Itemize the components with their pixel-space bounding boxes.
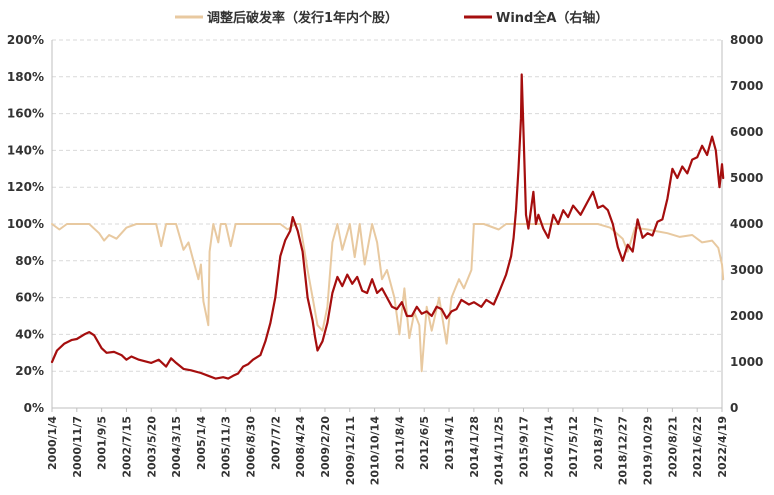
x-tick-label: 2008/4/24: [294, 416, 307, 478]
y-left-tick-label: 0%: [24, 401, 44, 415]
y-left-tick-label: 180%: [7, 70, 44, 84]
x-tick-label: 2017/5/12: [567, 416, 580, 478]
x-tick-label: 2009/2/20: [319, 416, 332, 478]
x-tick-label: 2018/3/7: [592, 416, 605, 470]
x-tick-label: 2011/8/4: [393, 416, 406, 470]
legend: 调整后破发率（发行1年内个股） Wind全A（右轴）: [175, 10, 608, 26]
x-tick-label: 2014/11/25: [493, 416, 506, 485]
legend-label-breakeven-rate: 调整后破发率（发行1年内个股）: [207, 10, 398, 26]
y-left-tick-label: 160%: [7, 107, 44, 121]
y-left-tick-label: 20%: [15, 364, 44, 378]
x-tick-label: 2010/10/14: [369, 416, 382, 486]
y-right-tick-label: 6000: [730, 125, 763, 139]
y-left-tick-label: 80%: [15, 254, 44, 268]
y-right-tick-label: 7000: [730, 79, 763, 93]
series-line-wind-all-a: [50, 73, 725, 380]
x-tick-label: 2006/8/30: [245, 416, 258, 478]
x-tick-label: 2005/11/3: [220, 416, 233, 478]
x-tick-label: 2022/4/19: [716, 416, 729, 478]
y-right-tick-label: 5000: [730, 171, 763, 185]
x-tick-label: 2019/10/29: [642, 416, 655, 485]
x-tick-label: 2003/5/20: [145, 416, 158, 478]
y-left-tick-label: 200%: [7, 33, 44, 47]
y-right-tick-label: 1000: [730, 355, 763, 369]
x-tick-label: 2014/1/28: [468, 416, 481, 478]
x-tick-label: 2016/7/14: [542, 416, 555, 478]
x-tick-label: 2021/6/22: [691, 416, 704, 478]
x-tick-label: 2000/11/7: [71, 416, 84, 478]
axes: 0% 20% 40% 60% 80% 100% 120% 140% 160% 180% 200% 0 1…: [7, 33, 763, 485]
y-left-tick-label: 60%: [15, 291, 44, 305]
x-tick-label: 2009/12/11: [344, 416, 357, 485]
x-tick-label: 2000/1/4: [46, 416, 59, 470]
y-right-tick-label: 3000: [730, 263, 763, 277]
y-left-tick-label: 120%: [7, 180, 44, 194]
x-tick-label: 2012/6/5: [418, 416, 431, 470]
x-tick-label: 2005/1/4: [195, 416, 208, 470]
grid: [52, 39, 722, 372]
x-tick-label: 2020/8/21: [666, 416, 679, 478]
series-layer: [50, 73, 725, 380]
y-left-tick-label: 140%: [7, 143, 44, 157]
x-tick-label: 2007/7/2: [269, 416, 282, 470]
y-right-tick-label: 8000: [730, 33, 763, 47]
y-right-tick-label: 0: [730, 401, 738, 415]
x-tick-label: 2015/9/17: [517, 416, 530, 478]
x-tick-label: 2013/4/1: [443, 416, 456, 470]
x-tick-label: 2004/3/15: [170, 416, 183, 478]
legend-label-wind-all-a: Wind全A（右轴）: [496, 10, 608, 26]
x-tick-label: 2001/9/5: [96, 416, 109, 470]
x-tick-label: 2002/7/15: [120, 416, 133, 478]
y-left-tick-label: 40%: [15, 327, 44, 341]
y-left-tick-label: 100%: [7, 217, 44, 231]
series-line-breakeven-rate: [51, 223, 725, 373]
y-right-tick-label: 2000: [730, 309, 763, 323]
y-right-tick-label: 4000: [730, 217, 763, 231]
x-tick-label: 2018/12/27: [617, 416, 630, 485]
